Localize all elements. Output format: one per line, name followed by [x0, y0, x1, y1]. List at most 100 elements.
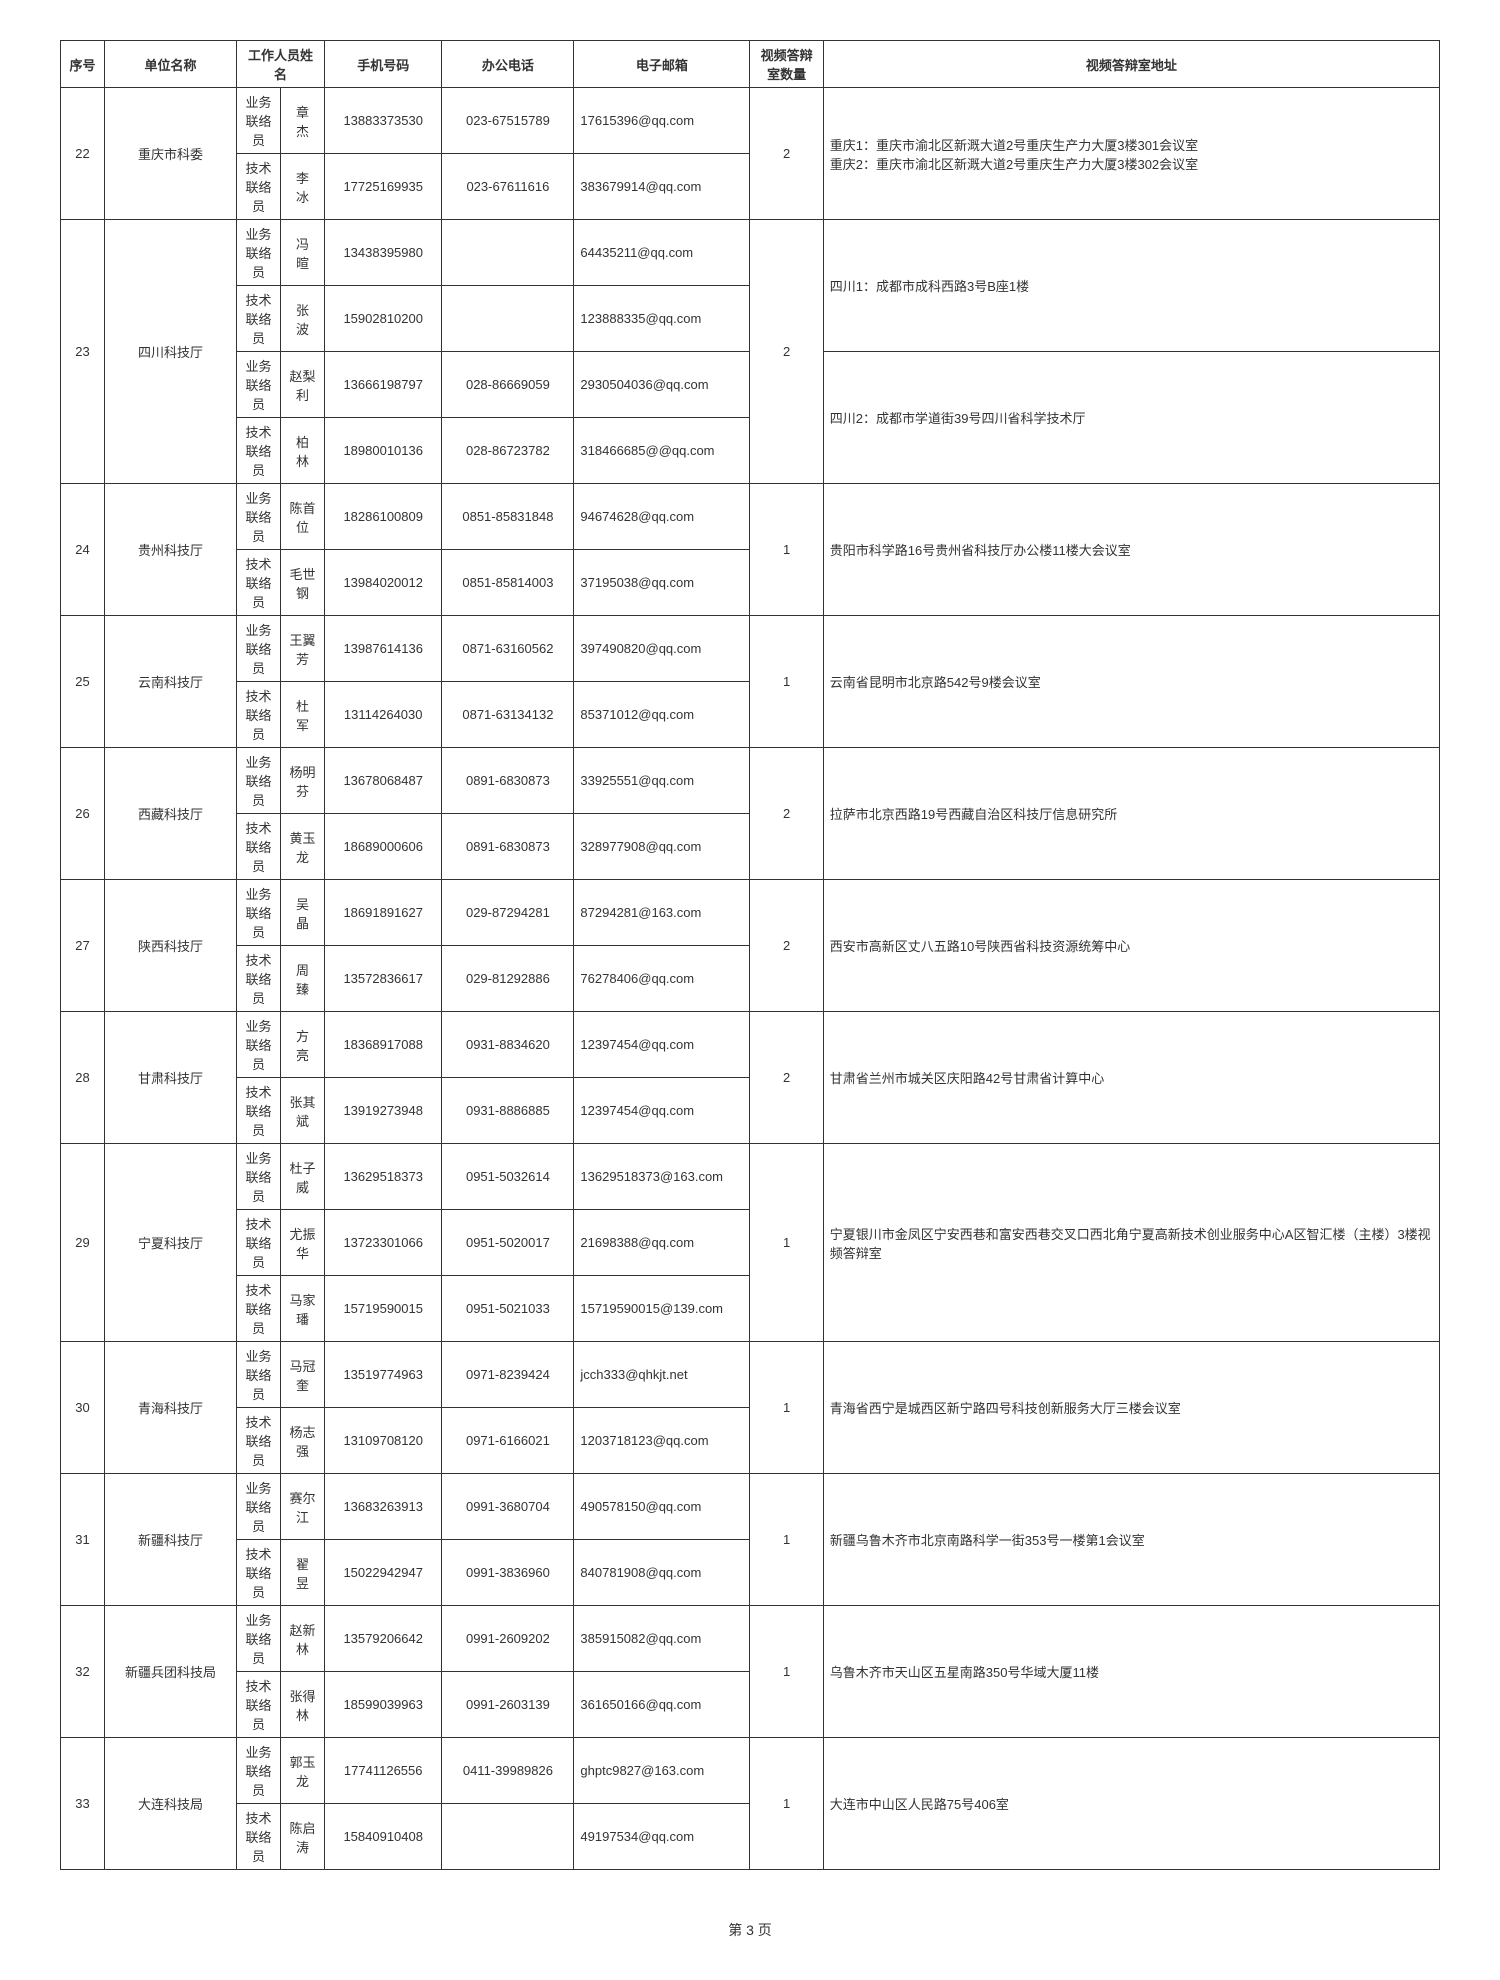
cell-role: 业务联络员 [237, 1342, 281, 1408]
cell-tel: 0951-5020017 [442, 1210, 574, 1276]
cell-email: 840781908@qq.com [574, 1540, 750, 1606]
cell-phone: 13683263913 [325, 1474, 442, 1540]
cell-phone: 18689000606 [325, 814, 442, 880]
cell-email: 1203718123@qq.com [574, 1408, 750, 1474]
cell-email: 76278406@qq.com [574, 946, 750, 1012]
cell-name: 张得林 [281, 1672, 325, 1738]
cell-addr: 西安市高新区丈八五路10号陕西省科技资源统筹中心 [823, 880, 1439, 1012]
cell-role: 业务联络员 [237, 1606, 281, 1672]
cell-name: 马冠奎 [281, 1342, 325, 1408]
cell-rooms: 1 [750, 484, 823, 616]
cell-name: 柏 林 [281, 418, 325, 484]
col-addr: 视频答辩室地址 [823, 41, 1439, 88]
cell-seq: 27 [61, 880, 105, 1012]
cell-name: 赵新林 [281, 1606, 325, 1672]
cell-tel: 023-67611616 [442, 154, 574, 220]
cell-role: 技术联络员 [237, 1804, 281, 1870]
cell-seq: 26 [61, 748, 105, 880]
cell-seq: 29 [61, 1144, 105, 1342]
cell-role: 业务联络员 [237, 880, 281, 946]
cell-role: 技术联络员 [237, 1078, 281, 1144]
cell-phone: 17725169935 [325, 154, 442, 220]
cell-email: 12397454@qq.com [574, 1078, 750, 1144]
cell-role: 业务联络员 [237, 1474, 281, 1540]
col-rooms: 视频答辩室数量 [750, 41, 823, 88]
cell-phone: 13987614136 [325, 616, 442, 682]
cell-role: 技术联络员 [237, 682, 281, 748]
cell-role: 技术联络员 [237, 154, 281, 220]
cell-tel: 0931-8886885 [442, 1078, 574, 1144]
cell-tel: 0991-2603139 [442, 1672, 574, 1738]
cell-tel: 028-86669059 [442, 352, 574, 418]
cell-name: 杨明芬 [281, 748, 325, 814]
cell-role: 技术联络员 [237, 286, 281, 352]
cell-email: 33925551@qq.com [574, 748, 750, 814]
cell-email: 87294281@163.com [574, 880, 750, 946]
cell-rooms: 1 [750, 1144, 823, 1342]
cell-phone: 13883373530 [325, 88, 442, 154]
table-row: 33大连科技局业务联络员郭玉龙177411265560411-39989826g… [61, 1738, 1440, 1804]
cell-name: 杜子威 [281, 1144, 325, 1210]
cell-addr: 云南省昆明市北京路542号9楼会议室 [823, 616, 1439, 748]
cell-email: 361650166@qq.com [574, 1672, 750, 1738]
cell-tel: 0971-6166021 [442, 1408, 574, 1474]
cell-email: 17615396@qq.com [574, 88, 750, 154]
cell-tel: 0411-39989826 [442, 1738, 574, 1804]
cell-role: 技术联络员 [237, 946, 281, 1012]
cell-addr: 大连市中山区人民路75号406室 [823, 1738, 1439, 1870]
cell-addr: 乌鲁木齐市天山区五星南路350号华域大厦11楼 [823, 1606, 1439, 1738]
cell-role: 业务联络员 [237, 352, 281, 418]
cell-name: 章 杰 [281, 88, 325, 154]
table-row: 23四川科技厅业务联络员冯 暄1343839598064435211@qq.co… [61, 220, 1440, 286]
cell-name: 陈首位 [281, 484, 325, 550]
table-row: 27陕西科技厅业务联络员吴 晶18691891627029-8729428187… [61, 880, 1440, 946]
page-number: 第 3 页 [60, 1920, 1440, 1940]
cell-tel: 028-86723782 [442, 418, 574, 484]
cell-role: 业务联络员 [237, 616, 281, 682]
table-row: 32新疆兵团科技局业务联络员赵新林135792066420991-2609202… [61, 1606, 1440, 1672]
table-row: 31新疆科技厅业务联络员赛尔江136832639130991-368070449… [61, 1474, 1440, 1540]
table-row: 28甘肃科技厅业务联络员方 亮183689170880931-883462012… [61, 1012, 1440, 1078]
cell-role: 业务联络员 [237, 220, 281, 286]
cell-email: 2930504036@qq.com [574, 352, 750, 418]
table-row: 29宁夏科技厅业务联络员杜子威136295183730951-503261413… [61, 1144, 1440, 1210]
cell-name: 周 臻 [281, 946, 325, 1012]
cell-phone: 18286100809 [325, 484, 442, 550]
cell-name: 郭玉龙 [281, 1738, 325, 1804]
cell-phone: 18980010136 [325, 418, 442, 484]
cell-tel: 023-67515789 [442, 88, 574, 154]
cell-rooms: 1 [750, 1342, 823, 1474]
cell-phone: 15902810200 [325, 286, 442, 352]
cell-phone: 13678068487 [325, 748, 442, 814]
cell-tel: 0871-63134132 [442, 682, 574, 748]
cell-phone: 13666198797 [325, 352, 442, 418]
cell-name: 马家璠 [281, 1276, 325, 1342]
cell-email: 490578150@qq.com [574, 1474, 750, 1540]
cell-addr: 重庆1：重庆市渝北区新溉大道2号重庆生产力大厦3楼301会议室重庆2：重庆市渝北… [823, 88, 1439, 220]
cell-tel: 0931-8834620 [442, 1012, 574, 1078]
cell-email: 383679914@qq.com [574, 154, 750, 220]
cell-email: 385915082@qq.com [574, 1606, 750, 1672]
cell-unit: 云南科技厅 [105, 616, 237, 748]
cell-rooms: 2 [750, 220, 823, 484]
cell-phone: 13629518373 [325, 1144, 442, 1210]
table-header: 序号 单位名称 工作人员姓名 手机号码 办公电话 电子邮箱 视频答辩室数量 视频… [61, 41, 1440, 88]
cell-tel: 0851-85831848 [442, 484, 574, 550]
cell-phone: 13519774963 [325, 1342, 442, 1408]
cell-role: 业务联络员 [237, 484, 281, 550]
cell-name: 方 亮 [281, 1012, 325, 1078]
cell-name: 杜 军 [281, 682, 325, 748]
cell-phone: 13572836617 [325, 946, 442, 1012]
cell-unit: 贵州科技厅 [105, 484, 237, 616]
cell-name: 尤振华 [281, 1210, 325, 1276]
table-row: 25云南科技厅业务联络员王翼芳139876141360871-631605623… [61, 616, 1440, 682]
cell-rooms: 1 [750, 616, 823, 748]
cell-email: 13629518373@163.com [574, 1144, 750, 1210]
cell-phone: 15719590015 [325, 1276, 442, 1342]
cell-seq: 32 [61, 1606, 105, 1738]
cell-unit: 青海科技厅 [105, 1342, 237, 1474]
cell-tel [442, 1804, 574, 1870]
cell-unit: 大连科技局 [105, 1738, 237, 1870]
cell-phone: 13984020012 [325, 550, 442, 616]
cell-unit: 新疆兵团科技局 [105, 1606, 237, 1738]
